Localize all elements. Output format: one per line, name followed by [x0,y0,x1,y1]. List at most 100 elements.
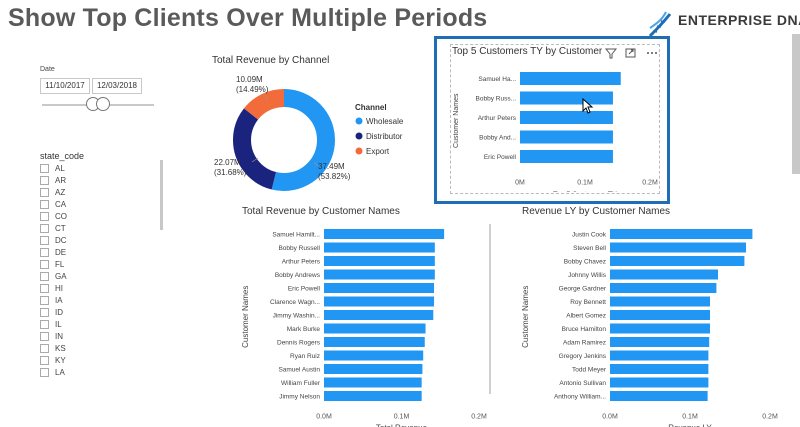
state-item-label: IN [55,331,63,341]
checkbox-icon[interactable] [40,259,49,269]
checkbox-icon[interactable] [40,235,49,245]
bar[interactable] [324,296,435,307]
state-item-ca[interactable]: CA [40,198,67,210]
bar[interactable] [324,242,435,253]
leader-line [263,93,269,101]
state-item-il[interactable]: IL [40,318,67,330]
bar[interactable] [324,310,434,320]
bar[interactable] [610,364,709,374]
bar[interactable] [324,350,424,361]
state-item-id[interactable]: ID [40,306,67,318]
state-item-label: KY [55,355,66,365]
category-label: Samuel Hamilt... [272,232,320,239]
checkbox-icon[interactable] [40,343,49,353]
state-item-ct[interactable]: CT [40,222,67,234]
bar[interactable] [324,229,445,239]
state-item-ga[interactable]: GA [40,270,67,282]
legend-item-export[interactable]: Export [366,147,390,156]
y-axis-label: Customer Names [453,93,460,148]
bar[interactable] [324,283,435,293]
bar[interactable] [610,310,710,320]
revenue-chart-scrollbar[interactable] [489,224,491,394]
category-label: William Fuller [281,380,321,387]
state-item-al[interactable]: AL [40,162,67,174]
date-range-end-handle[interactable] [96,97,110,111]
checkbox-icon[interactable] [40,307,49,317]
state-item-hi[interactable]: HI [40,282,67,294]
bar[interactable] [610,350,709,361]
state-slicer-header: state_code [40,151,85,161]
bar[interactable] [520,111,613,124]
bar[interactable] [610,391,708,401]
checkbox-icon[interactable] [40,187,49,197]
state-item-ar[interactable]: AR [40,174,67,186]
bar[interactable] [324,391,422,401]
state-item-ia[interactable]: IA [40,294,67,306]
state-item-dc[interactable]: DC [40,234,67,246]
date-start-input[interactable]: 11/10/2017 [40,78,90,94]
checkbox-icon[interactable] [40,247,49,257]
category-label: Samuel Austin [278,367,320,374]
state-item-ks[interactable]: KS [40,342,67,354]
checkbox-icon[interactable] [40,319,49,329]
bar[interactable] [610,296,710,307]
bar[interactable] [610,337,710,347]
state-item-in[interactable]: IN [40,330,67,342]
bar[interactable] [610,323,710,334]
state-item-de[interactable]: DE [40,246,67,258]
state-item-la[interactable]: LA [40,366,67,378]
x-tick-label: 0.1M [682,414,698,421]
bar[interactable] [520,72,621,85]
bar[interactable] [324,377,422,388]
bar[interactable] [610,377,709,388]
checkbox-icon[interactable] [40,199,49,209]
bar[interactable] [520,150,613,163]
checkbox-icon[interactable] [40,271,49,281]
category-label: Johnny Willis [568,272,607,279]
page-scrollbar[interactable] [792,34,800,174]
x-tick-label: 0.0M [316,414,332,421]
x-tick-label: 0M [515,180,525,187]
date-end-input[interactable]: 12/03/2018 [92,78,142,94]
filter-icon[interactable] [604,48,618,59]
checkbox-icon[interactable] [40,163,49,173]
more-options-icon[interactable] [647,52,657,54]
donut-value-label: 10.09M [236,75,263,84]
bar[interactable] [610,229,753,239]
x-axis-label: Revenue LY [668,424,712,427]
state-item-ky[interactable]: KY [40,354,67,366]
top5-visual-frame[interactable] [450,44,660,194]
bar[interactable] [610,283,717,293]
legend-item-wholesale[interactable]: Wholesale [366,117,404,126]
checkbox-icon[interactable] [40,223,49,233]
focus-mode-icon[interactable] [625,48,636,58]
bar[interactable] [520,130,613,144]
state-item-az[interactable]: AZ [40,186,67,198]
checkbox-icon[interactable] [40,331,49,341]
checkbox-icon[interactable] [40,175,49,185]
checkbox-icon[interactable] [40,283,49,293]
bar[interactable] [324,269,435,280]
bar[interactable] [324,364,423,374]
bar[interactable] [324,323,426,334]
checkbox-icon[interactable] [40,295,49,305]
state-item-co[interactable]: CO [40,210,67,222]
legend-item-distributor[interactable]: Distributor [366,132,403,141]
bar[interactable] [324,256,435,266]
checkbox-icon[interactable] [40,367,49,377]
state-item-fl[interactable]: FL [40,258,67,270]
state-item-label: DE [55,247,67,257]
bar[interactable] [610,256,745,266]
state-slicer-scrollbar[interactable] [160,160,163,230]
bar[interactable] [520,91,613,105]
donut-slice-distributor[interactable] [233,89,335,191]
bar[interactable] [324,337,425,347]
checkbox-icon[interactable] [40,355,49,365]
bar[interactable] [610,242,746,253]
leader-line [251,157,259,163]
category-label: Bobby Russell [278,245,320,252]
bar[interactable] [610,269,718,280]
donut-slice-export[interactable] [233,89,335,191]
checkbox-icon[interactable] [40,211,49,221]
category-label: Clarence Wagn... [270,299,320,306]
